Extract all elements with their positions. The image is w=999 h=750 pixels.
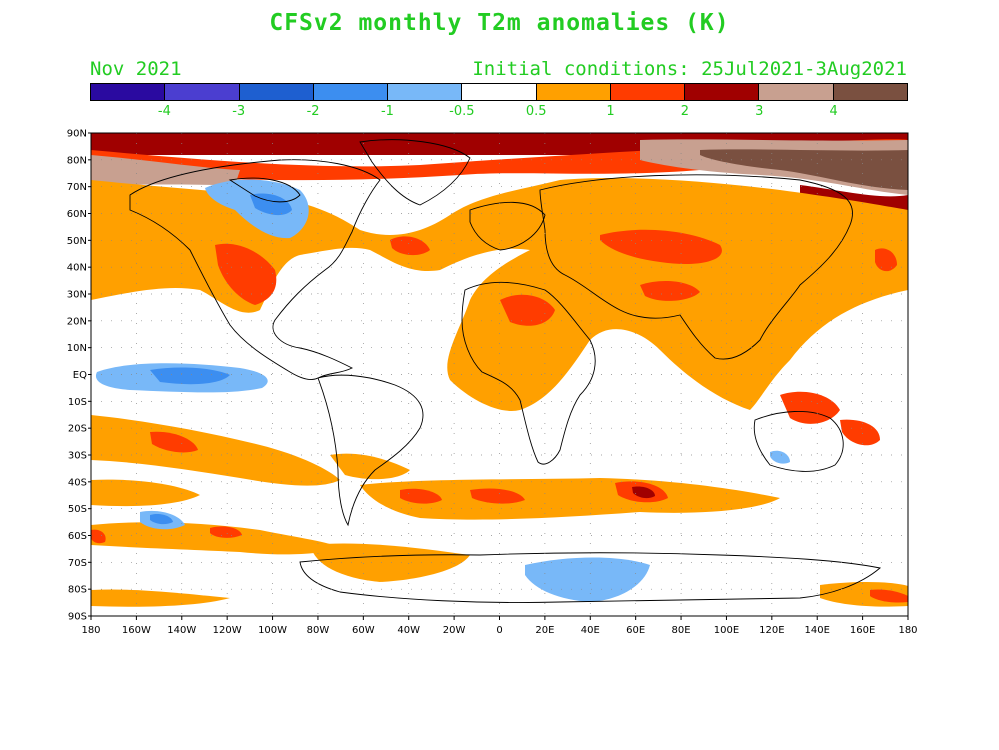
longitude-tick-label: 20W [443,625,466,636]
longitude-tick-label: 180 [81,625,100,636]
colorbar [90,83,908,101]
longitude-tick-label: 40W [397,625,420,636]
colorbar-tick-label: -2 [306,104,320,119]
colorbar-tick-label: 3 [755,104,764,119]
colorbar-swatch [91,84,166,100]
colorbar-swatch [239,84,314,100]
latitude-tick-label: 70N [67,182,87,193]
longitude-tick-label: 80E [672,625,691,636]
latitude-tick-label: 60N [67,209,87,220]
longitude-tick-label: 160W [122,625,151,636]
latitude-tick-label: 50N [67,236,87,247]
longitude-tick-label: 100W [258,625,287,636]
longitude-tick-label: 100E [714,625,739,636]
longitude-tick-label: 180 [898,625,917,636]
latitude-tick-label: 40S [68,477,87,488]
colorbar-tick-label: 2 [680,104,690,119]
longitude-tick-label: 40E [581,625,600,636]
latitude-tick-label: 90N [67,129,87,140]
latitude-tick-label: 50S [68,504,87,515]
longitude-tick-label: 0 [496,625,502,636]
longitude-tick-label: 80W [307,625,330,636]
colorbar-swatch [388,84,463,100]
latitude-tick-label: 70S [68,558,87,569]
latitude-tick-label: 20N [67,316,87,327]
colorbar-swatch [759,84,834,100]
colorbar-tick-label: -3 [232,104,246,119]
longitude-tick-label: 20E [535,625,554,636]
longitude-tick-label: 160E [850,625,875,636]
map-title: CFSv2 monthly T2m anomalies (K) [269,10,730,36]
latitude-tick-label: 80N [67,155,87,166]
longitude-tick-label: 120E [759,625,784,636]
colorbar-swatch [610,84,686,100]
colorbar-tick-label: 1 [606,104,615,119]
forecast-month: Nov 2021 [90,58,182,80]
coastlines [129,139,882,603]
longitude-tick-label: 140W [167,625,196,636]
latitude-tick-label: 90S [68,612,87,623]
longitude-tick-label: 140E [805,625,830,636]
latitude-axis: 90N 80N 70N 60N 50N 40N 30N 20N 10N EQ 10S 20S 30S 40… [67,129,91,623]
graticule [91,133,908,616]
colorbar-tick-label: -4 [157,104,171,119]
latitude-tick-label: 20S [68,424,87,435]
anomaly-fill [91,133,908,607]
latitude-tick-label: 60S [68,531,87,542]
latitude-tick-label: 10S [68,397,87,408]
colorbar-swatch [833,84,907,100]
colorbar-tick-label: 4 [829,104,838,119]
colorbar-tick-label: -0.5 [449,104,475,119]
initial-conditions: Initial conditions: 25Jul2021-3Aug2021 [472,58,907,80]
longitude-axis: 180 160W 140W 120W 100W 80W 60W 40W 20W 0 20E 40E 60… [81,616,918,636]
colorbar-swatch [536,84,611,100]
latitude-tick-label: 30N [67,290,87,301]
latitude-tick-label: 40N [67,263,87,274]
colorbar-tick-label: -1 [380,104,394,119]
longitude-tick-label: 120W [213,625,242,636]
latitude-tick-label: 10N [67,343,87,354]
latitude-tick-label: EQ [73,370,87,381]
colorbar-swatch [462,84,537,100]
colorbar-tick-label: 0.5 [525,104,547,119]
colorbar-swatch [685,84,760,100]
colorbar-swatch [313,84,389,100]
latitude-tick-label: 80S [68,585,87,596]
colorbar-swatch [165,84,240,100]
longitude-tick-label: 60E [626,625,645,636]
longitude-tick-label: 60W [352,625,375,636]
latitude-tick-label: 30S [68,451,87,462]
